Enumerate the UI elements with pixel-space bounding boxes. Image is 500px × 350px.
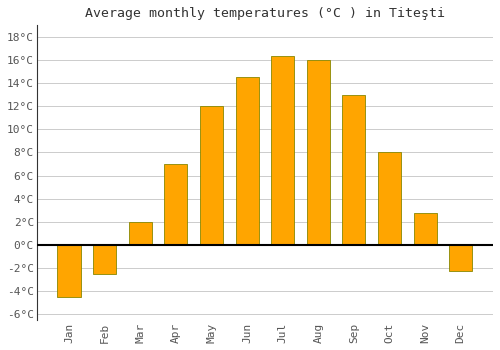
Bar [271, 56, 294, 245]
Bar [236, 77, 258, 245]
Bar [58, 245, 80, 297]
Title: Average monthly temperatures (°C ) in Titeşti: Average monthly temperatures (°C ) in Ti… [85, 7, 445, 20]
Bar [93, 245, 116, 274]
Bar [449, 245, 472, 272]
Bar [164, 164, 188, 245]
Bar [378, 152, 401, 245]
Bar [306, 60, 330, 245]
Bar [414, 212, 436, 245]
Bar [200, 106, 223, 245]
Bar [342, 94, 365, 245]
Bar [128, 222, 152, 245]
